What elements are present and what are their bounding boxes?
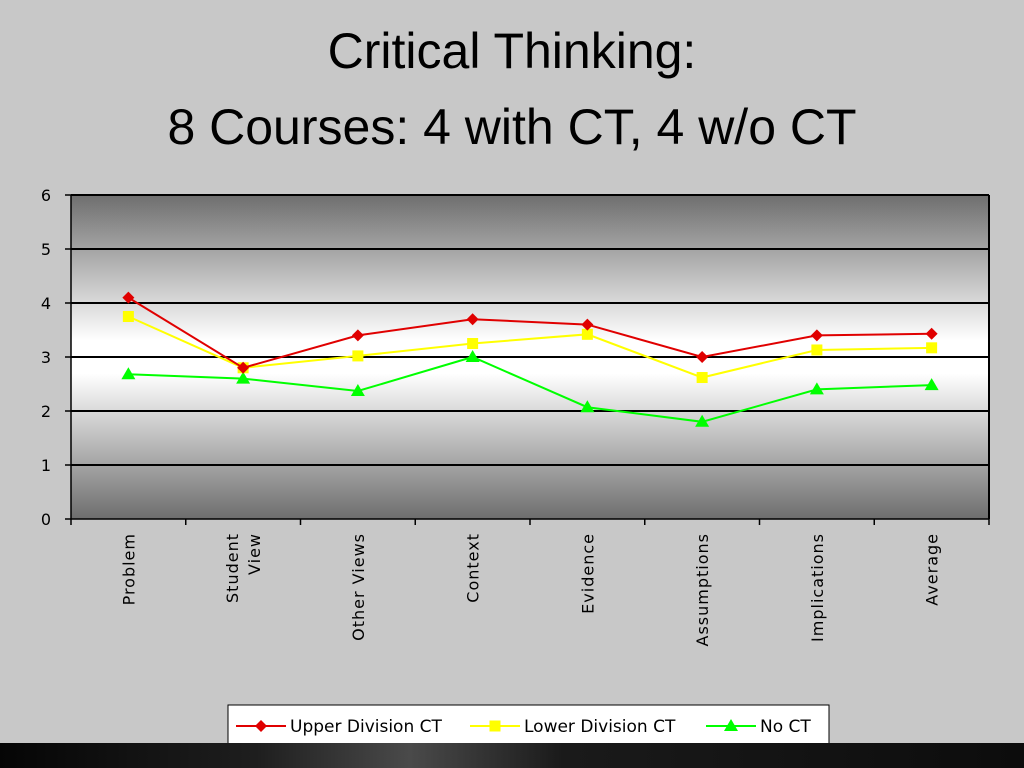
x-category-label: Problem: [119, 533, 138, 605]
x-category-label-line: Evidence: [578, 533, 597, 614]
data-point: [696, 351, 709, 363]
data-point: [924, 378, 939, 391]
x-category-label: Student View: [223, 533, 264, 603]
data-point: [237, 361, 250, 374]
x-category-label: Average: [923, 533, 942, 606]
data-point: [121, 367, 136, 380]
data-point: [581, 318, 594, 331]
x-category-label: Other Views: [349, 533, 368, 641]
data-point: [465, 350, 480, 362]
y-tick-label: 6: [41, 186, 51, 205]
y-tick-label: 0: [41, 510, 51, 529]
x-category-label: Assumptions: [693, 533, 712, 646]
x-category-label-line: Context: [464, 533, 483, 603]
legend-marker: [255, 720, 267, 732]
legend-marker: [489, 720, 501, 732]
data-point: [350, 384, 365, 397]
data-point: [236, 371, 251, 384]
x-category-label-line: Implications: [808, 533, 827, 642]
data-point: [352, 350, 364, 362]
data-point: [810, 329, 823, 342]
x-category-label-line: View: [245, 533, 264, 575]
slide-title-line-1: Critical Thinking:: [327, 23, 697, 79]
x-category-label: Implications: [808, 533, 827, 642]
data-point: [809, 382, 824, 395]
slide-title-line-2: 8 Courses: 4 with CT, 4 w/o CT: [167, 99, 857, 155]
x-category-label-line: Problem: [119, 533, 138, 605]
y-tick-label: 3: [41, 348, 51, 367]
x-category-label-line: Assumptions: [693, 533, 712, 646]
data-point: [581, 328, 593, 340]
legend-label: No CT: [760, 717, 811, 737]
x-category-label-line: Student: [223, 533, 242, 603]
data-point: [696, 372, 708, 384]
legend-label: Upper Division CT: [290, 717, 443, 737]
series-line: [127, 315, 932, 379]
data-point: [695, 414, 710, 427]
data-point: [926, 342, 938, 354]
x-category-label: Evidence: [578, 533, 597, 614]
y-tick-label: 4: [41, 294, 51, 313]
x-category-label-line: Other Views: [349, 533, 368, 641]
data-point: [925, 327, 938, 340]
series-line: [128, 355, 932, 423]
y-tick-label: 2: [41, 402, 51, 421]
series-line: [127, 296, 932, 369]
y-tick-label: 1: [41, 456, 51, 475]
legend-label: Lower Division CT: [524, 717, 676, 737]
data-point: [580, 400, 595, 413]
data-point: [122, 291, 135, 304]
data-point: [351, 329, 364, 342]
data-point: [466, 313, 479, 326]
y-tick-label: 5: [41, 240, 51, 259]
legend-marker: [724, 719, 738, 731]
x-category-label-line: Average: [923, 533, 942, 606]
data-point: [122, 311, 134, 322]
footer-bar: [0, 743, 1024, 768]
x-category-label: Context: [464, 533, 483, 603]
data-point: [811, 344, 823, 356]
data-point: [467, 338, 479, 349]
